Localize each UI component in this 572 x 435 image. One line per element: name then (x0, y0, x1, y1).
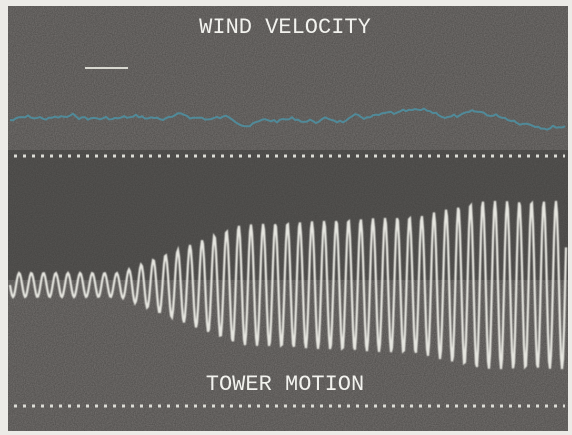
oscilloscope-screen: WIND VELOCITY TOWER MOTION (0, 0, 572, 435)
wind-velocity-label: WIND VELOCITY (199, 15, 371, 40)
tower-motion-label: TOWER MOTION (206, 372, 364, 397)
page: WIND VELOCITY TOWER MOTION (() => { cons… (0, 0, 572, 435)
